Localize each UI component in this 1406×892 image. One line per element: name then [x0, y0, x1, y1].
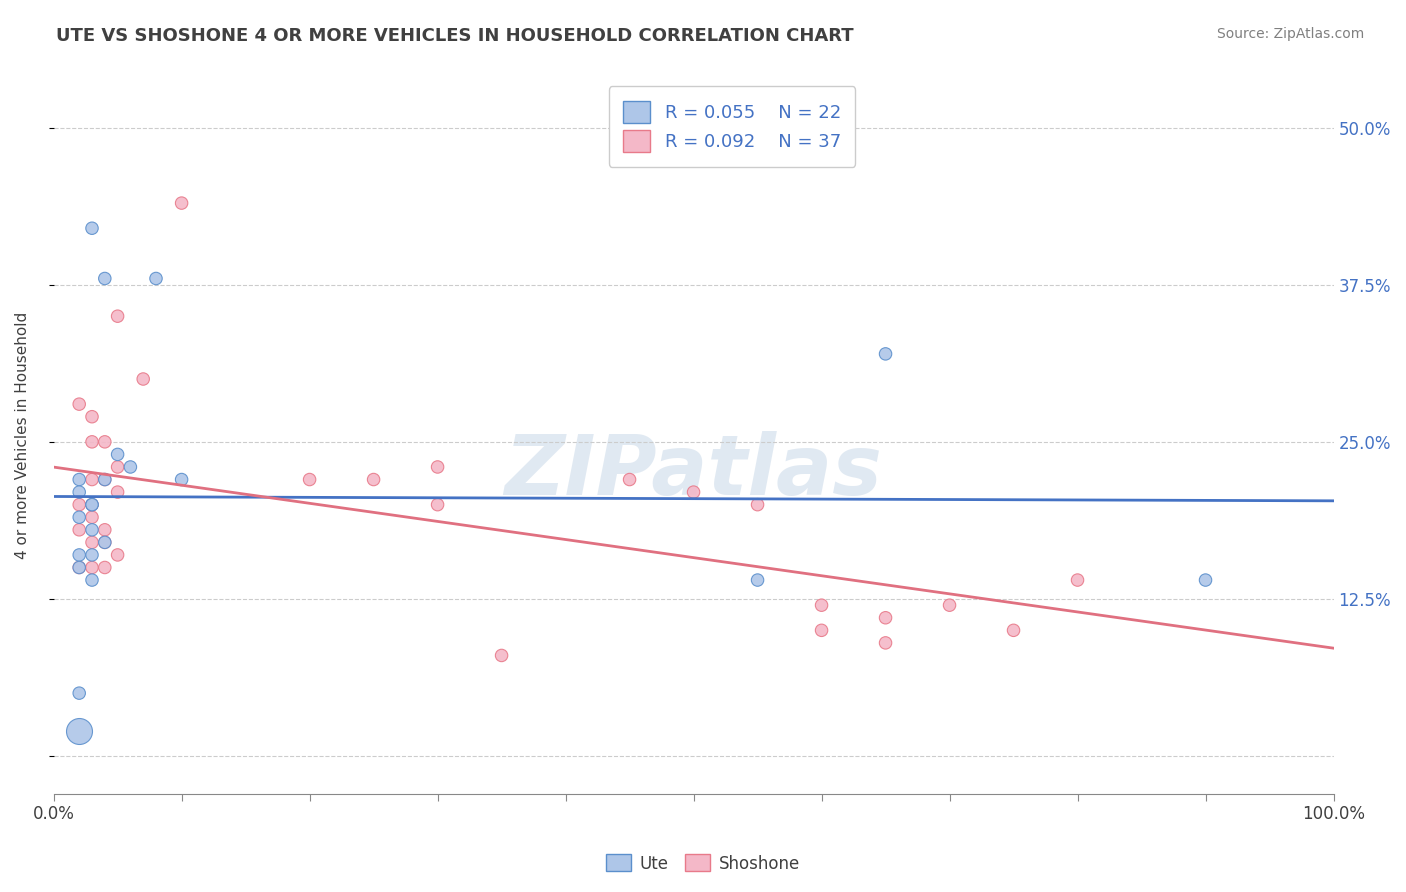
- Point: [1066, 573, 1088, 587]
- Legend: Ute, Shoshone: Ute, Shoshone: [599, 847, 807, 880]
- Point: [80, 498, 103, 512]
- Point: [619, 473, 641, 487]
- Point: [67, 397, 90, 411]
- Point: [67, 485, 90, 500]
- Point: [67, 560, 90, 574]
- Point: [747, 498, 769, 512]
- Point: [107, 309, 129, 323]
- Point: [80, 221, 103, 235]
- Point: [107, 548, 129, 562]
- Point: [875, 347, 897, 361]
- Point: [80, 535, 103, 549]
- Point: [67, 548, 90, 562]
- Point: [94, 523, 117, 537]
- Legend: R = 0.055    N = 22, R = 0.092    N = 37: R = 0.055 N = 22, R = 0.092 N = 37: [609, 87, 855, 167]
- Point: [94, 434, 117, 449]
- Point: [145, 271, 167, 285]
- Point: [132, 372, 155, 386]
- Point: [107, 485, 129, 500]
- Point: [80, 573, 103, 587]
- Point: [94, 560, 117, 574]
- Point: [94, 473, 117, 487]
- Point: [107, 460, 129, 475]
- Point: [80, 409, 103, 424]
- Text: ZIPatlas: ZIPatlas: [505, 431, 883, 512]
- Point: [747, 573, 769, 587]
- Point: [1194, 573, 1216, 587]
- Point: [426, 460, 449, 475]
- Point: [67, 560, 90, 574]
- Point: [67, 723, 90, 738]
- Point: [298, 473, 321, 487]
- Point: [1002, 624, 1025, 638]
- Point: [80, 548, 103, 562]
- Point: [80, 498, 103, 512]
- Point: [107, 447, 129, 461]
- Point: [426, 498, 449, 512]
- Point: [120, 460, 142, 475]
- Point: [682, 485, 704, 500]
- Point: [67, 473, 90, 487]
- Point: [80, 473, 103, 487]
- Point: [363, 473, 385, 487]
- Y-axis label: 4 or more Vehicles in Household: 4 or more Vehicles in Household: [15, 312, 30, 559]
- Point: [80, 498, 103, 512]
- Point: [170, 196, 193, 211]
- Point: [875, 636, 897, 650]
- Point: [80, 434, 103, 449]
- Point: [810, 624, 832, 638]
- Point: [94, 271, 117, 285]
- Point: [80, 510, 103, 524]
- Point: [170, 473, 193, 487]
- Text: Source: ZipAtlas.com: Source: ZipAtlas.com: [1216, 27, 1364, 41]
- Point: [80, 560, 103, 574]
- Point: [875, 611, 897, 625]
- Text: UTE VS SHOSHONE 4 OR MORE VEHICLES IN HOUSEHOLD CORRELATION CHART: UTE VS SHOSHONE 4 OR MORE VEHICLES IN HO…: [56, 27, 853, 45]
- Point: [67, 510, 90, 524]
- Point: [80, 523, 103, 537]
- Point: [491, 648, 513, 663]
- Point: [938, 598, 960, 612]
- Point: [67, 523, 90, 537]
- Point: [67, 498, 90, 512]
- Point: [94, 535, 117, 549]
- Point: [67, 686, 90, 700]
- Point: [810, 598, 832, 612]
- Point: [94, 473, 117, 487]
- Point: [94, 535, 117, 549]
